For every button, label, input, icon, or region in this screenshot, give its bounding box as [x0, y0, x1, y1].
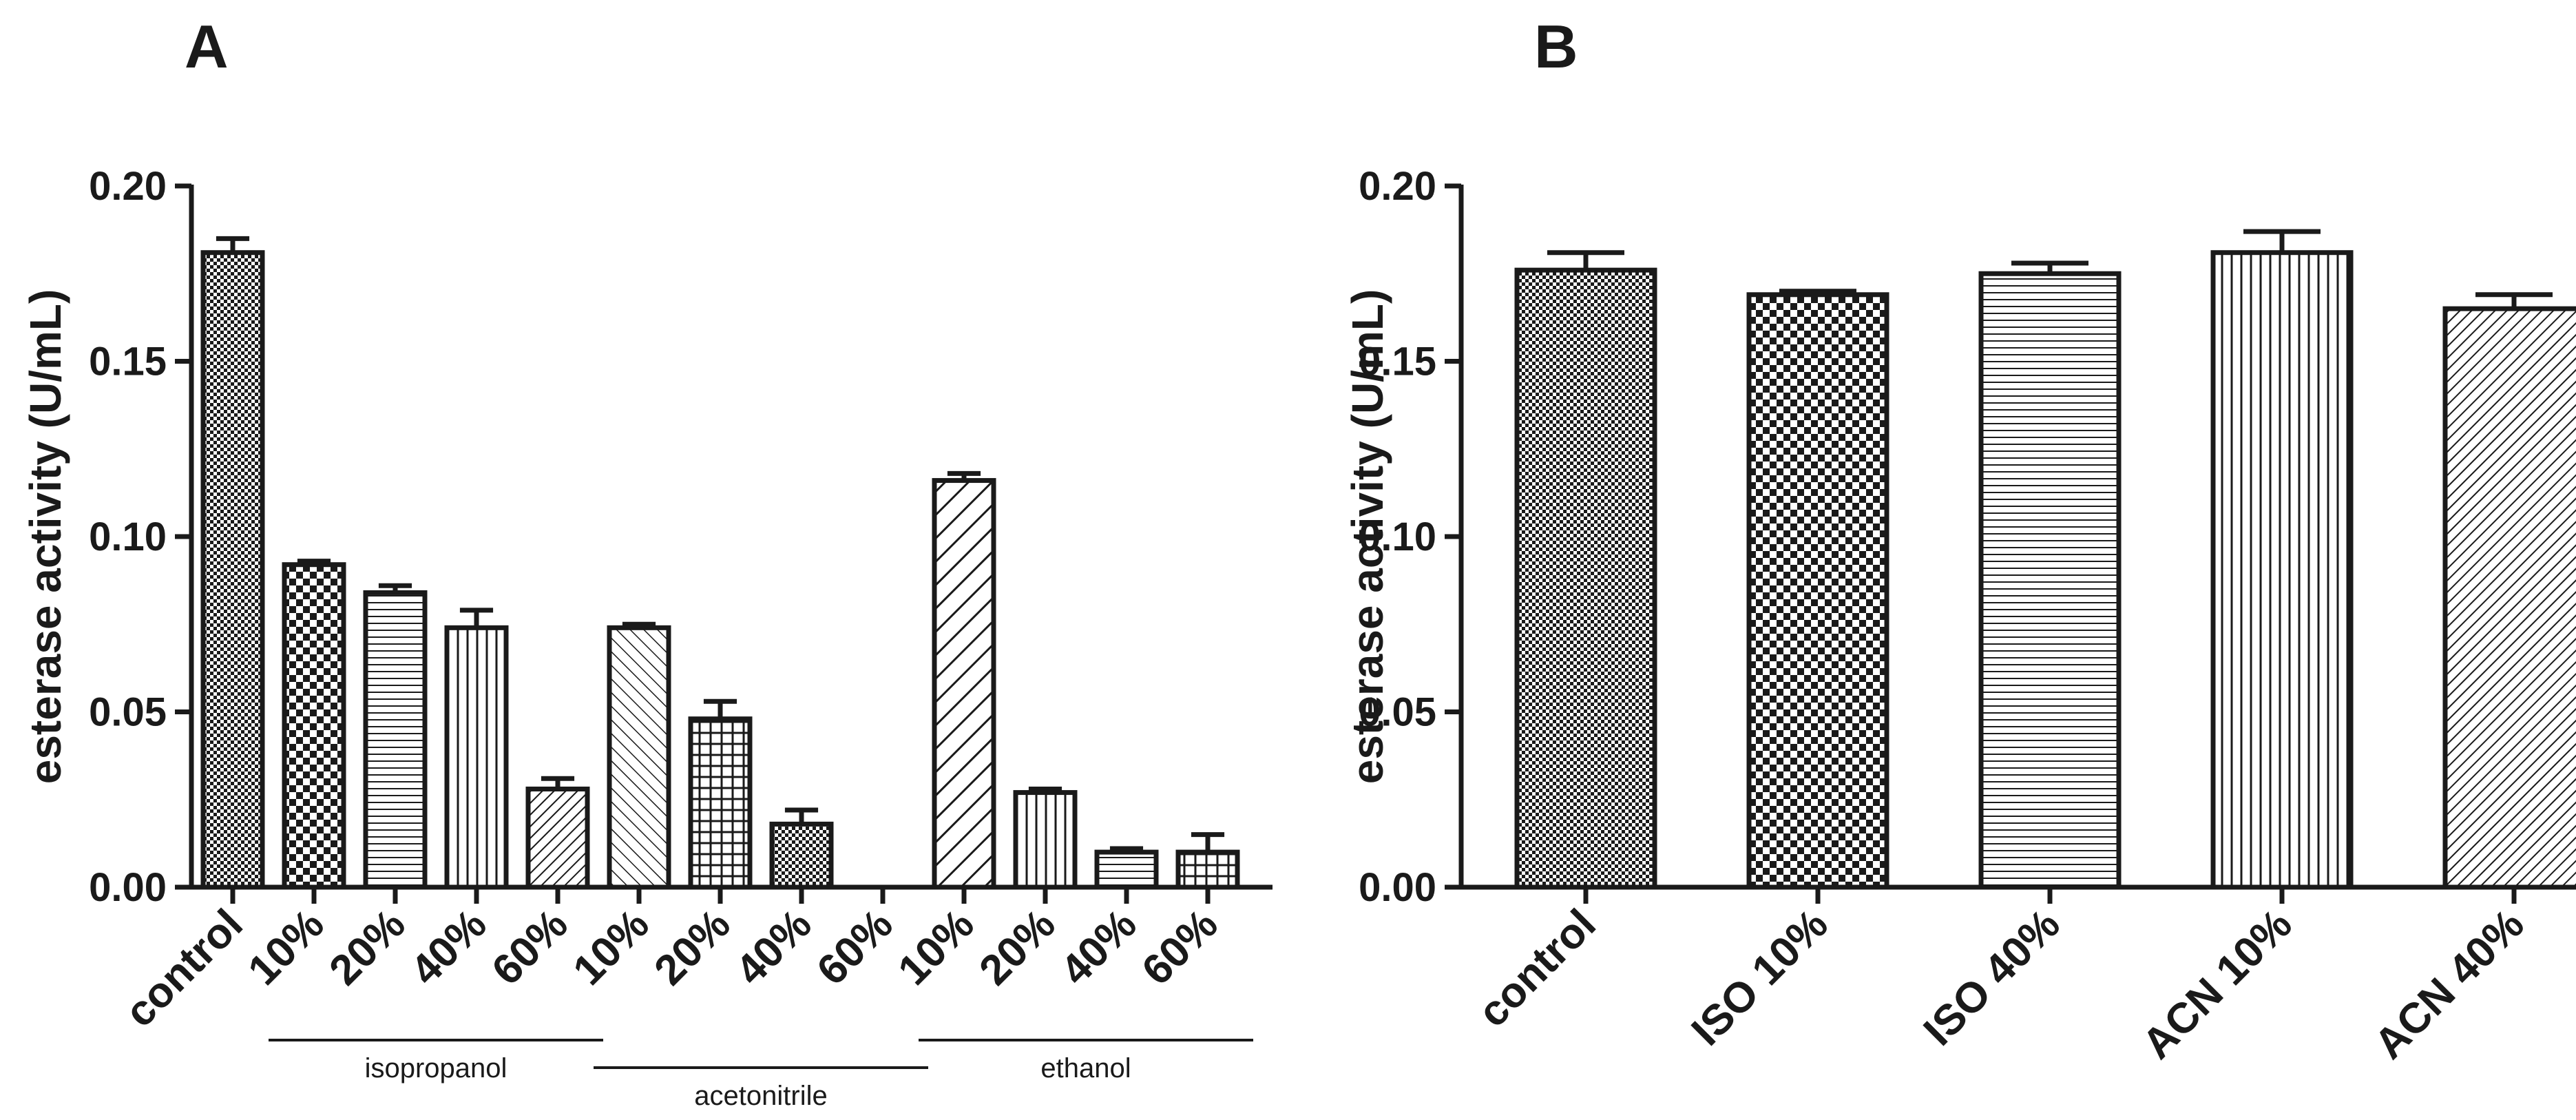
bar	[363, 590, 428, 890]
bar	[444, 625, 509, 890]
bar	[1013, 790, 1078, 890]
bar	[607, 625, 671, 890]
category-label: 40%	[1051, 900, 1146, 995]
category-label: ISO 40%	[1915, 900, 2069, 1055]
panel-label: B	[1534, 12, 1578, 81]
y-axis-title: esterase activity (U/mL)	[21, 289, 70, 785]
category-label: 40%	[401, 900, 496, 995]
group-label: isopropanol	[365, 1053, 507, 1083]
bar	[769, 821, 834, 890]
y-tick-label: 0.00	[89, 865, 167, 910]
bar	[932, 478, 996, 890]
category-label: 10%	[889, 900, 983, 995]
category-label: ACN 40%	[2365, 900, 2533, 1068]
category-label: 60%	[808, 900, 902, 995]
bar	[1746, 292, 1889, 890]
category-label: 60%	[483, 900, 577, 995]
category-label: 10%	[564, 900, 658, 995]
category-label: 60%	[1133, 900, 1227, 995]
chart-panel-a: A 0.00 0.05 0.10 0.15 0.20 esterase activity (…	[21, 12, 1273, 1111]
bar	[1094, 849, 1159, 890]
y-tick-label: 0.15	[89, 340, 167, 384]
category-label: ISO 10%	[1683, 900, 1837, 1055]
bar	[688, 716, 753, 890]
category-label: ACN 10%	[2133, 900, 2301, 1068]
category-label: 20%	[970, 900, 1065, 995]
y-tick-label: 0.05	[1359, 690, 1436, 735]
category-label: 20%	[320, 900, 415, 995]
category-label: control	[1469, 900, 1605, 1036]
bar	[1175, 849, 1240, 890]
y-tick-label: 0.10	[1359, 515, 1436, 559]
category-label: 10%	[239, 900, 333, 995]
y-tick-label: 0.05	[89, 690, 167, 735]
y-tick-label: 0.10	[89, 515, 167, 559]
category-label: control	[116, 900, 252, 1036]
y-axis-title: esterase activity (U/mL)	[1343, 289, 1392, 785]
bar	[200, 250, 265, 890]
y-tick-label: 0.20	[1359, 164, 1436, 209]
bar	[1978, 271, 2122, 890]
panel-label: A	[185, 12, 229, 81]
group-label: acetonitrile	[694, 1081, 827, 1111]
category-label: 20%	[645, 900, 740, 995]
y-tick-label: 0.00	[1359, 865, 1436, 910]
bar	[282, 562, 346, 890]
chart-panel-b: B 0.00 0.05 0.10 0.15 0.20 esterase activity (…	[1343, 12, 2576, 1068]
bar	[1514, 267, 1657, 890]
bar	[525, 786, 590, 890]
bar	[2442, 306, 2576, 890]
y-tick-label: 0.15	[1359, 340, 1436, 384]
bar	[2210, 250, 2354, 890]
y-tick-label: 0.20	[89, 164, 167, 209]
category-label: 40%	[726, 900, 821, 995]
group-label: ethanol	[1040, 1053, 1131, 1083]
